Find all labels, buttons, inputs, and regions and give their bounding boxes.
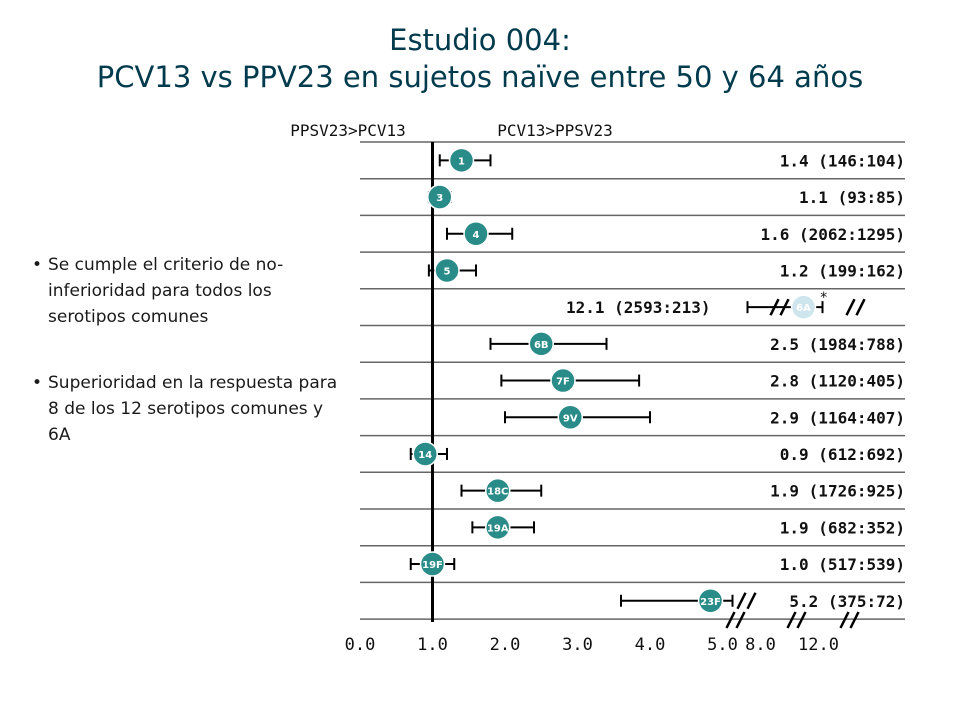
- row-value-label: 1.6 (2062:1295): [761, 225, 906, 244]
- serotype-marker: [412, 441, 438, 467]
- serotype-marker: [448, 147, 475, 174]
- serotype-marker: [557, 404, 583, 430]
- bullet-item-superiority: Superioridad en la respuesta para 8 de l…: [30, 370, 350, 448]
- row-value-label: 1.2 (199:162): [780, 261, 905, 280]
- serotype-label: 18C: [487, 487, 508, 498]
- serotype-label: 7F: [556, 377, 570, 388]
- x-tick-label: 2.0: [490, 635, 521, 655]
- serotype-label: 4: [473, 230, 480, 241]
- row-value-label: 2.5 (1984:788): [770, 335, 905, 354]
- row-break-mark: [746, 592, 757, 610]
- axis-break-mark: [849, 611, 860, 629]
- serotype-marker: [463, 221, 489, 247]
- axis-break-mark: [839, 611, 850, 629]
- serotype-label: 14: [418, 450, 432, 461]
- serotype-marker: [550, 367, 576, 394]
- x-tick-label: 0.0: [345, 635, 376, 655]
- page-title: Estudio 004: PCV13 vs PPV23 en sujetos n…: [0, 22, 960, 96]
- row-value-label: 2.9 (1164:407): [770, 408, 905, 427]
- serotype-label: 6A: [796, 303, 811, 314]
- serotype-marker: [790, 294, 817, 320]
- x-tick-label: 5.0: [707, 635, 738, 655]
- x-tick-label: 12.0: [798, 635, 839, 655]
- serotype-marker: [427, 184, 453, 210]
- serotype-marker: [528, 331, 554, 357]
- serotype-label: 1: [458, 156, 465, 167]
- serotype-marker: [419, 551, 446, 577]
- bullet-item-noninferiority: Se cumple el criterio de no-inferioridad…: [30, 252, 350, 330]
- serotype-label: 5: [444, 266, 451, 277]
- header-right-label: PCV13>PPSV23: [497, 121, 613, 140]
- title-line-2: PCV13 vs PPV23 en sujetos naïve entre 50…: [96, 60, 864, 94]
- row-value-label: 12.1 (2593:213): [566, 298, 711, 317]
- row-value-label: 1.0 (517:539): [780, 555, 905, 574]
- row-break-mark: [736, 592, 747, 610]
- serotype-label: 9V: [563, 413, 578, 424]
- row-value-label: 5.2 (375:72): [789, 592, 905, 611]
- serotype-label: 19F: [422, 560, 443, 571]
- row-value-label: 1.9 (682:352): [780, 518, 905, 537]
- serotype-marker: [434, 257, 460, 284]
- serotype-label: 23F: [700, 597, 721, 608]
- row-value-label: 2.8 (1120:405): [770, 372, 905, 391]
- row-break-mark: [779, 298, 790, 316]
- axis-break-mark: [796, 611, 807, 629]
- axis-break-mark: [735, 611, 746, 629]
- row-value-label: 1.9 (1726:925): [770, 482, 905, 501]
- header-left-label: PPSV23>PCV13: [290, 121, 406, 140]
- serotype-marker: [697, 588, 724, 614]
- row-break-mark: [845, 298, 856, 316]
- x-tick-label: 8.0: [745, 635, 776, 655]
- row-break-mark: [855, 298, 866, 316]
- serotype-label: 19A: [487, 523, 509, 534]
- serotype-marker: [485, 477, 511, 504]
- x-tick-label: 1.0: [417, 635, 448, 655]
- row-value-label: 1.4 (146:104): [780, 151, 905, 170]
- axis-break-mark: [725, 611, 736, 629]
- serotype-marker: [485, 514, 511, 541]
- row-break-mark: [769, 298, 780, 316]
- bullet-list: Se cumple el criterio de no-inferioridad…: [30, 252, 350, 448]
- serotype-label: 6B: [534, 340, 549, 351]
- x-tick-label: 3.0: [562, 635, 593, 655]
- row-value-label: 0.9 (612:692): [780, 445, 905, 464]
- title-line-1: Estudio 004:: [389, 23, 571, 57]
- serotype-label: 3: [436, 193, 443, 204]
- x-tick-label: 4.0: [635, 635, 666, 655]
- significance-marker: *: [820, 290, 828, 306]
- row-value-label: 1.1 (93:85): [799, 188, 905, 207]
- axis-break-mark: [786, 611, 797, 629]
